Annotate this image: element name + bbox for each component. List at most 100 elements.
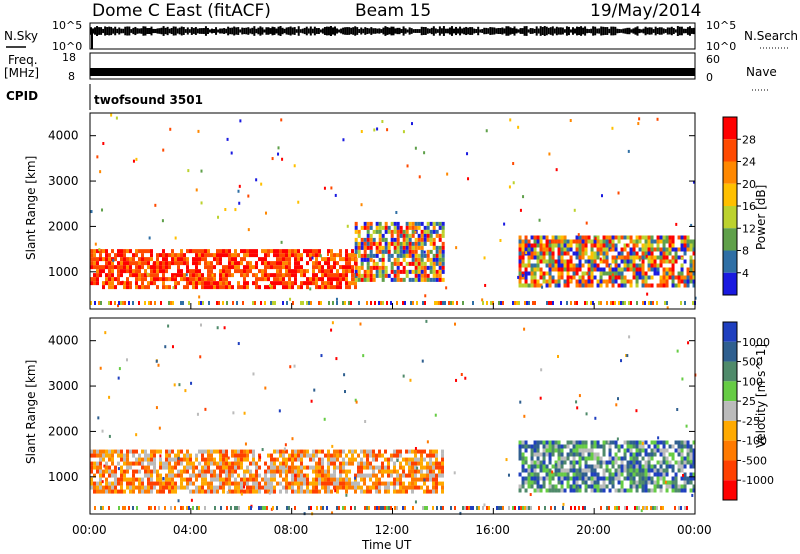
heatmap-cell xyxy=(640,509,643,513)
heatmap-cell xyxy=(300,257,303,262)
heatmap-cell xyxy=(318,461,321,466)
heatmap-cell xyxy=(420,253,424,258)
heatmap-cell xyxy=(402,277,406,282)
heatmap-cell xyxy=(423,273,427,278)
heatmap-cell xyxy=(692,180,695,184)
heatmap-cell xyxy=(426,233,430,238)
heatmap-cell xyxy=(240,449,243,454)
heatmap-cell xyxy=(424,506,426,510)
heatmap-cell xyxy=(593,456,597,461)
heatmap-cell xyxy=(636,506,638,510)
heatmap-cell xyxy=(240,492,243,496)
heatmap-cell xyxy=(261,485,264,490)
heatmap-cell xyxy=(228,253,231,258)
heatmap-cell xyxy=(660,506,662,510)
heatmap-cell xyxy=(536,267,540,272)
heatmap-cell xyxy=(441,449,444,454)
heatmap-cell xyxy=(363,269,367,274)
heatmap-cell xyxy=(402,237,406,242)
nsky-sample xyxy=(650,27,653,35)
heatmap-cell xyxy=(617,464,621,469)
heatmap-cell xyxy=(548,444,552,449)
heatmap-cell xyxy=(686,267,690,272)
heatmap-cell xyxy=(542,464,546,469)
heatmap-cell xyxy=(683,247,687,252)
heatmap-cell xyxy=(129,261,132,266)
heatmap-cell xyxy=(653,247,657,252)
heatmap-cell xyxy=(393,269,397,274)
heatmap-cell xyxy=(528,301,530,305)
heatmap-cell xyxy=(186,285,189,290)
heatmap-cell xyxy=(539,251,543,256)
heatmap-cell xyxy=(548,247,552,252)
heatmap-cell xyxy=(435,449,438,454)
velocity-ylabel: Slant Range [km] xyxy=(24,360,38,464)
heatmap-cell xyxy=(677,444,681,449)
heatmap-cell xyxy=(148,236,151,240)
heatmap-cell xyxy=(311,256,314,260)
heatmap-cell xyxy=(435,245,439,250)
heatmap-cell xyxy=(587,484,591,489)
heatmap-cell xyxy=(533,275,537,280)
heatmap-cell xyxy=(692,456,696,461)
heatmap-cell xyxy=(129,465,132,470)
heatmap-cell xyxy=(438,301,440,305)
nsky-sample xyxy=(348,27,351,35)
heatmap-cell xyxy=(138,485,141,490)
heatmap-cell xyxy=(438,269,442,274)
heatmap-cell xyxy=(414,449,417,454)
heatmap-cell xyxy=(521,476,525,481)
power-colorbar-label: Power [dB] xyxy=(754,185,768,250)
heatmap-cell xyxy=(117,477,120,482)
heatmap-cell xyxy=(291,457,294,462)
heatmap-cell xyxy=(369,277,373,282)
heatmap-cell xyxy=(530,243,534,248)
heatmap-cell xyxy=(105,449,108,454)
heatmap-cell xyxy=(315,465,318,470)
heatmap-cell xyxy=(414,261,418,266)
heatmap-cell xyxy=(536,448,540,453)
heatmap-cell xyxy=(168,277,171,282)
heatmap-cell xyxy=(303,481,306,486)
heatmap-cell xyxy=(324,257,327,262)
heatmap-cell xyxy=(429,233,433,238)
heatmap-cell xyxy=(423,233,427,238)
colorbar-segment xyxy=(723,480,737,500)
heatmap-cell xyxy=(231,461,234,466)
heatmap-cell xyxy=(555,463,558,467)
heatmap-cell xyxy=(267,277,270,282)
heatmap-cell xyxy=(575,251,579,256)
heatmap-cell xyxy=(375,477,378,482)
heatmap-cell xyxy=(393,257,397,262)
heatmap-cell xyxy=(530,267,534,272)
heatmap-cell xyxy=(662,506,664,510)
heatmap-cell xyxy=(165,465,168,470)
heatmap-cell xyxy=(628,301,630,305)
heatmap-cell xyxy=(569,247,573,252)
heatmap-cell xyxy=(405,221,409,226)
heatmap-cell xyxy=(196,412,199,416)
nsky-sample xyxy=(614,26,617,36)
nsky-sample xyxy=(146,28,149,34)
heatmap-cell xyxy=(138,469,141,474)
heatmap-cell xyxy=(252,473,255,478)
heatmap-cell xyxy=(671,468,675,473)
heatmap-cell xyxy=(533,239,537,244)
heatmap-cell xyxy=(271,157,274,161)
heatmap-cell xyxy=(396,237,400,242)
heatmap-cell xyxy=(623,283,627,288)
cpid-value: twofsound 3501 xyxy=(94,93,203,107)
nsky-sample xyxy=(600,26,603,36)
heatmap-cell xyxy=(252,281,255,286)
heatmap-cell xyxy=(402,229,406,234)
heatmap-cell xyxy=(635,283,639,288)
heatmap-cell xyxy=(656,267,660,272)
heatmap-cell xyxy=(321,285,324,290)
heatmap-cell xyxy=(680,301,682,305)
heatmap-cell xyxy=(225,269,228,274)
heatmap-cell xyxy=(638,476,642,481)
heatmap-cell xyxy=(348,281,351,286)
heatmap-cell xyxy=(668,267,672,272)
heatmap-cell xyxy=(147,473,150,478)
heatmap-cell xyxy=(432,473,435,478)
